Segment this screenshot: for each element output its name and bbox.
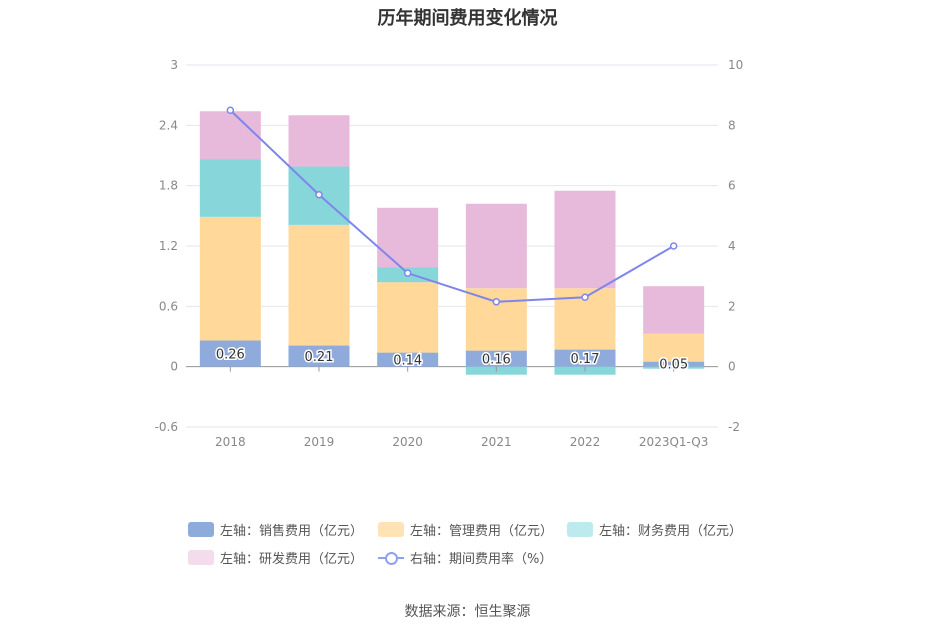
right-axis-tick-label: -2	[728, 420, 740, 434]
rate-line	[229, 109, 675, 303]
data-source: 数据来源：恒生聚源	[404, 604, 531, 620]
legend-label-admin: 左轴：管理费用（亿元）	[410, 524, 554, 539]
rate-point	[492, 298, 501, 306]
left-axis-tick-label: 3	[170, 58, 178, 72]
chart-title: 历年期间费用变化情况	[377, 8, 558, 29]
left-axis-tick-label: 0	[170, 360, 178, 374]
left-axis-tick-label: 2.4	[159, 118, 178, 132]
left-axis-tick-label: 0.6	[159, 299, 178, 313]
legend-swatch-admin	[378, 522, 404, 537]
legend-admin[interactable]: 左轴：管理费用（亿元）	[378, 520, 553, 539]
right-axis-tick-label: 6	[728, 179, 736, 193]
bar-admin	[199, 216, 261, 341]
legend-rnd[interactable]: 左轴：研发费用（亿元）	[188, 548, 363, 567]
right-axis-tick-label: 10	[728, 58, 743, 72]
rate-point	[581, 293, 589, 302]
bar-sales	[199, 340, 261, 367]
bar-sales	[554, 349, 616, 367]
rate-point	[403, 269, 412, 277]
legend-finance[interactable]: 左轴：财务费用（亿元）	[567, 520, 742, 539]
x-axis-tick-label: 2023Q1-Q3	[639, 435, 708, 449]
x-axis-tick-label: 2018	[215, 435, 246, 449]
legend-swatch-finance	[567, 522, 593, 537]
left-axis-tick-label: 1.2	[159, 239, 178, 253]
legend-label-rate: 右轴：期间费用率（%）	[410, 552, 553, 567]
x-axis-tick-label: 2022	[570, 435, 601, 449]
data-label-sales: 0.05	[659, 358, 688, 373]
legend-swatch-rate	[378, 550, 404, 565]
right-axis-tick-label: 8	[728, 118, 736, 132]
rate-point	[226, 106, 235, 114]
bar-rnd	[554, 190, 616, 289]
data-label-sales: 0.14	[393, 354, 422, 369]
bar-admin	[377, 282, 439, 353]
bar-admin	[465, 288, 527, 351]
data-label-sales: 0.17	[571, 352, 600, 367]
right-axis-tick-label: 4	[728, 239, 736, 253]
x-axis-tick-label: 2020	[392, 435, 423, 449]
legend-swatch-sales	[188, 522, 214, 537]
data-label-sales: 0.21	[305, 350, 334, 365]
left-axis-tick-label: 1.8	[159, 179, 178, 193]
legend-label-rnd: 左轴：研发费用（亿元）	[220, 552, 364, 567]
bar-sales	[643, 361, 705, 367]
left-axis-tick-label: -0.6	[155, 420, 178, 434]
bar-finance	[199, 159, 261, 217]
bar-rnd	[199, 111, 261, 160]
rate-point	[315, 190, 323, 199]
legend-sales[interactable]: 左轴：销售费用（亿元）	[188, 520, 363, 539]
bar-rnd	[377, 207, 439, 268]
legend-swatch-rnd	[188, 550, 214, 565]
data-label-sales: 0.26	[216, 348, 245, 363]
bar-rnd	[643, 286, 705, 334]
bar-rnd	[465, 203, 527, 289]
bar-admin	[643, 333, 705, 362]
bar-rnd	[288, 115, 350, 167]
right-axis-tick-label: 0	[728, 360, 736, 374]
x-axis-tick-label: 2019	[304, 435, 335, 449]
bar-admin	[288, 224, 350, 346]
bar-sales	[465, 350, 527, 367]
rate-point	[669, 242, 678, 250]
legend-label-finance: 左轴：财务费用（亿元）	[599, 524, 743, 539]
bar-sales	[377, 352, 439, 367]
legend-rate[interactable]: 右轴：期间费用率（%）	[378, 548, 552, 567]
x-axis-tick-label: 2021	[481, 435, 512, 449]
data-label-sales: 0.16	[482, 353, 511, 368]
legend-label-sales: 左轴：销售费用（亿元）	[220, 524, 364, 539]
bar-sales	[288, 345, 350, 367]
right-axis-tick-label: 2	[728, 299, 736, 313]
